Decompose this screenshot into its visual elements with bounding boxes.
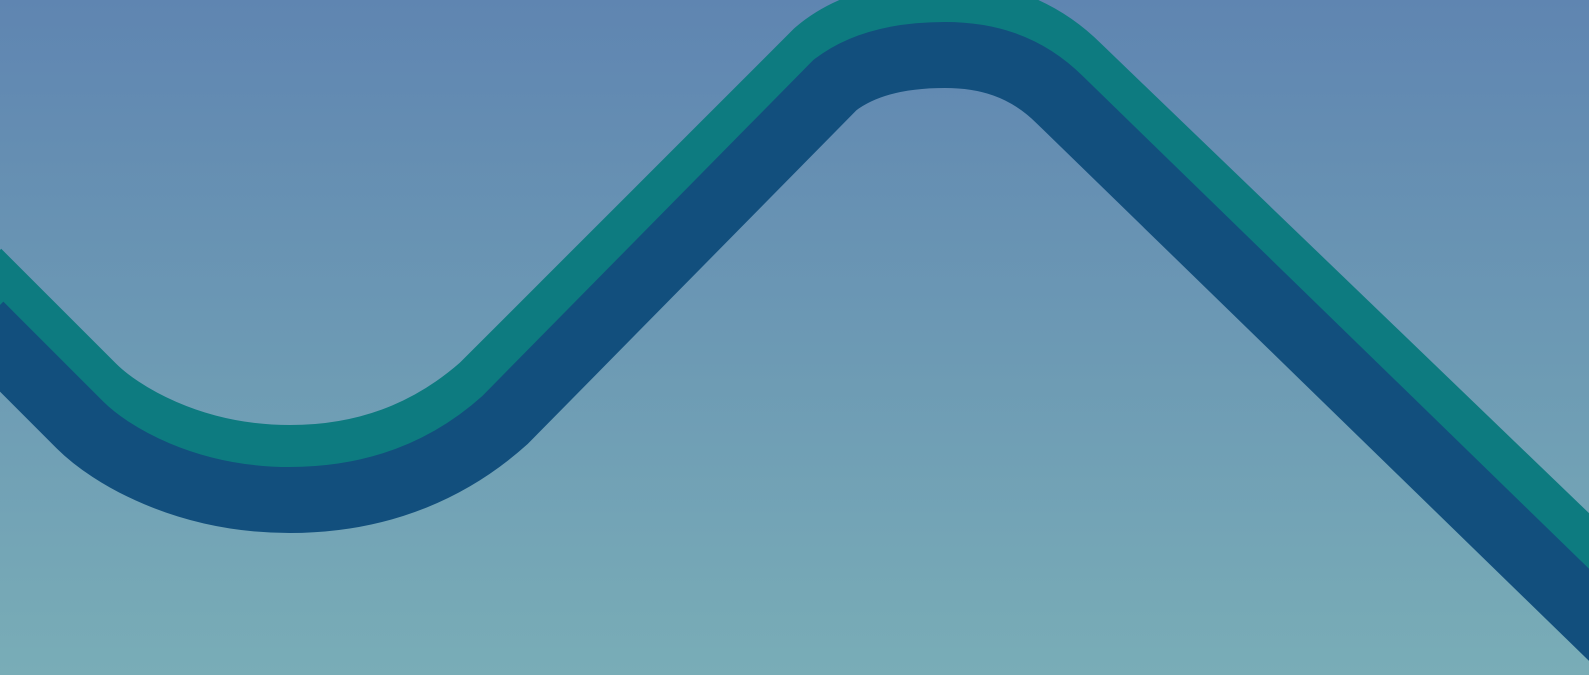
wave-edge-stripe	[0, 0, 1589, 597]
wave-band	[0, 22, 1589, 661]
